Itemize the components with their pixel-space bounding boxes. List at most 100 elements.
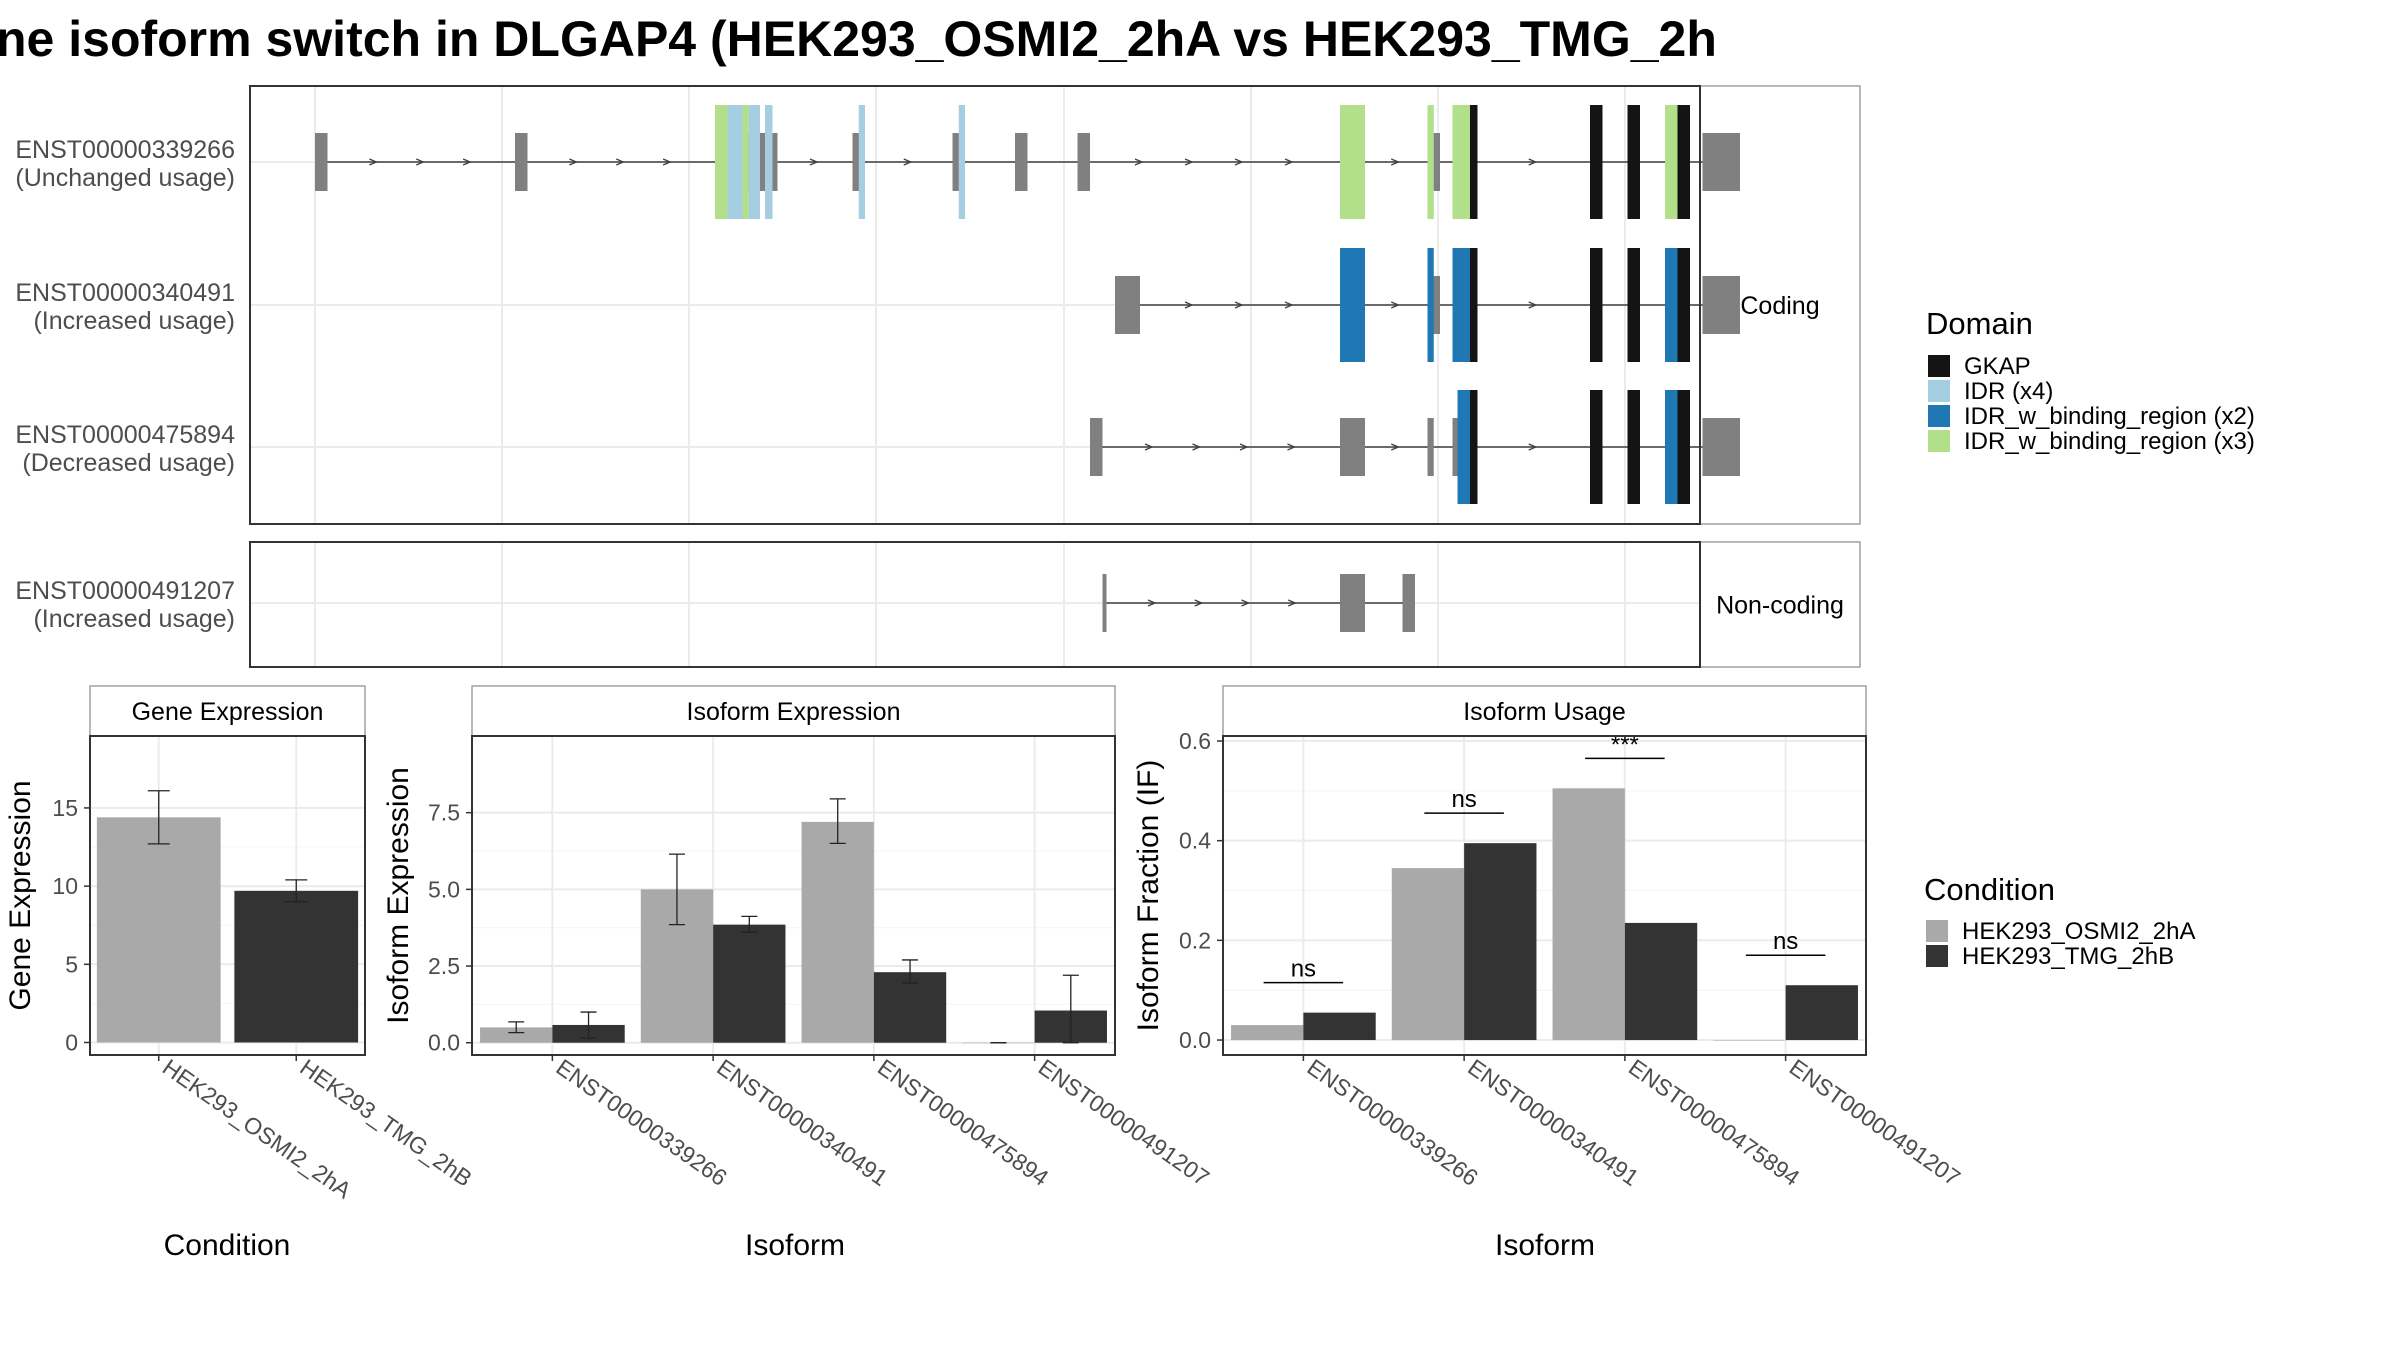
figure-title: ne isoform switch in DLGAP4 (HEK293_OSMI… — [0, 11, 1717, 67]
x-axis-title: Condition — [164, 1229, 291, 1262]
condition-legend-title: Condition — [1924, 872, 2055, 907]
y-tick-label: 7.5 — [428, 800, 460, 826]
domain-idr-w-binding-region-x3- — [715, 105, 728, 219]
bar-HEK293_OSMI2_2hA-ENST00000340491 — [1391, 868, 1465, 1041]
bar-HEK293_TMG_2hB-ENST00000475894 — [1624, 922, 1698, 1041]
exon — [1402, 574, 1415, 632]
structure-panel-bg — [250, 542, 1700, 667]
intron-arrow — [369, 158, 379, 166]
condition-legend-key — [1926, 920, 1948, 942]
domain-gkap — [1470, 105, 1478, 219]
domain-idr-w-binding-region-x2- — [1340, 248, 1365, 362]
intron-arrow — [415, 158, 425, 166]
exon — [1702, 276, 1740, 334]
intron-arrow — [1284, 158, 1294, 166]
y-axis-title: Isoform Fraction (IF) — [1132, 760, 1165, 1032]
domain-idr-w-binding-region-x3- — [1665, 105, 1678, 219]
x-tick-label: ENST00000475894 — [1624, 1054, 1805, 1191]
panel-strip-label: Isoform Expression — [687, 698, 901, 726]
structure-panel-border — [249, 85, 1701, 525]
x-tick-label: ENST00000491207 — [1034, 1054, 1214, 1191]
intron-arrow — [1194, 599, 1204, 607]
facet-label-0: Coding — [1740, 292, 1819, 320]
x-tick-label: ENST00000340491 — [712, 1054, 892, 1191]
condition-legend-label: HEK293_OSMI2_2hA — [1962, 918, 2195, 945]
intron-arrow — [809, 158, 819, 166]
panel-strip — [471, 685, 1116, 737]
transcript-id-label: ENST00000491207 — [15, 577, 235, 605]
x-tick-label: ENST00000475894 — [873, 1054, 1054, 1191]
exon — [515, 133, 528, 191]
y-tick-label: 2.5 — [428, 953, 460, 979]
bar-HEK293_OSMI2_2hA — [96, 817, 221, 1043]
exon — [1702, 133, 1740, 191]
transcript-usage-label: (Decreased usage) — [22, 449, 235, 477]
intron-arrow — [1239, 443, 1249, 451]
domain-gkap — [1677, 105, 1690, 219]
domain-idr-w-binding-region-x2- — [1665, 390, 1678, 504]
domain-idr-w-binding-region-x2- — [1452, 248, 1470, 362]
domain-idr-x4- — [748, 105, 760, 219]
bar-HEK293_TMG_2hB-ENST00000340491 — [713, 924, 786, 1043]
transcript-id-label: ENST00000339266 — [15, 136, 235, 164]
bar-HEK293_TMG_2hB-ENST00000340491 — [1464, 843, 1537, 1041]
panel-isoform-expression: Isoform Expression 0.0 2.5 5.0 7.5 ENST000003… — [382, 685, 1214, 1262]
domain-legend-label: IDR (x4) — [1964, 378, 2053, 405]
intron-arrow — [1390, 158, 1400, 166]
y-tick-label: 0.6 — [1179, 728, 1211, 754]
panel-isoform-usage: Isoform Usage0.00.20.40.6nsns***nsENST00… — [1132, 685, 1965, 1262]
intron-arrow — [1134, 158, 1144, 166]
domain-gkap — [1590, 390, 1603, 504]
y-tick-label: 5 — [65, 951, 78, 977]
exon — [1077, 133, 1090, 191]
domain-idr-w-binding-region-x3- — [1340, 105, 1365, 219]
intron-arrow — [1390, 443, 1400, 451]
domain-idr-x4- — [858, 105, 865, 219]
intron-arrow — [1284, 301, 1294, 309]
intron-arrow — [903, 158, 913, 166]
intron-arrow — [1390, 301, 1400, 309]
domain-idr-x4- — [727, 105, 743, 219]
domain-gkap — [1590, 248, 1603, 362]
domain-gkap — [1470, 248, 1478, 362]
intron-arrow — [1528, 443, 1538, 451]
domain-legend-title: Domain — [1926, 306, 2033, 341]
transcript-usage-label: (Increased usage) — [33, 307, 235, 335]
x-tick-label: ENST00000491207 — [1785, 1054, 1965, 1191]
panel-strip-label: Gene Expression — [132, 698, 324, 726]
exon — [1115, 276, 1140, 334]
domain-gkap — [1590, 105, 1603, 219]
exon — [1340, 574, 1365, 632]
transcript-ENST00000475894 — [1090, 390, 1740, 504]
intron-arrow — [1528, 301, 1538, 309]
intron-arrow — [1287, 443, 1297, 451]
exon — [315, 133, 328, 191]
transcript-structure-plot: Coding Non-coding ENST00000339266(Unchange… — [15, 85, 1861, 668]
y-tick-label: 0.2 — [1179, 927, 1211, 953]
significance-label: ns — [1291, 956, 1316, 983]
domain-gkap — [1627, 248, 1640, 362]
transcript-usage-label: (Unchanged usage) — [15, 164, 235, 192]
y-tick-label: 0.0 — [1179, 1027, 1211, 1053]
exon — [1102, 574, 1107, 632]
x-axis-title: Isoform — [745, 1229, 845, 1262]
exon — [1340, 418, 1365, 476]
domain-idr-w-binding-region-x3- — [1427, 105, 1434, 219]
condition-legend-key — [1926, 945, 1948, 967]
transcript-ENST00000339266 — [315, 105, 1740, 219]
domain-gkap — [1677, 248, 1690, 362]
domain-idr-w-binding-region-x3- — [1452, 105, 1470, 219]
transcript-id-label: ENST00000340491 — [15, 279, 235, 307]
y-tick-label: 10 — [52, 873, 78, 899]
domain-legend-key — [1928, 355, 1950, 377]
bar-HEK293_OSMI2_2hA-ENST00000475894 — [801, 821, 874, 1043]
intron-arrow — [1184, 301, 1194, 309]
transcript-usage-label: (Increased usage) — [33, 605, 235, 633]
domain-legend-key — [1928, 430, 1950, 452]
exon — [1015, 133, 1028, 191]
exon — [1427, 418, 1434, 476]
x-tick-label: ENST00000339266 — [1303, 1054, 1483, 1191]
intron-arrow — [615, 158, 625, 166]
panel-strip — [1222, 685, 1867, 737]
